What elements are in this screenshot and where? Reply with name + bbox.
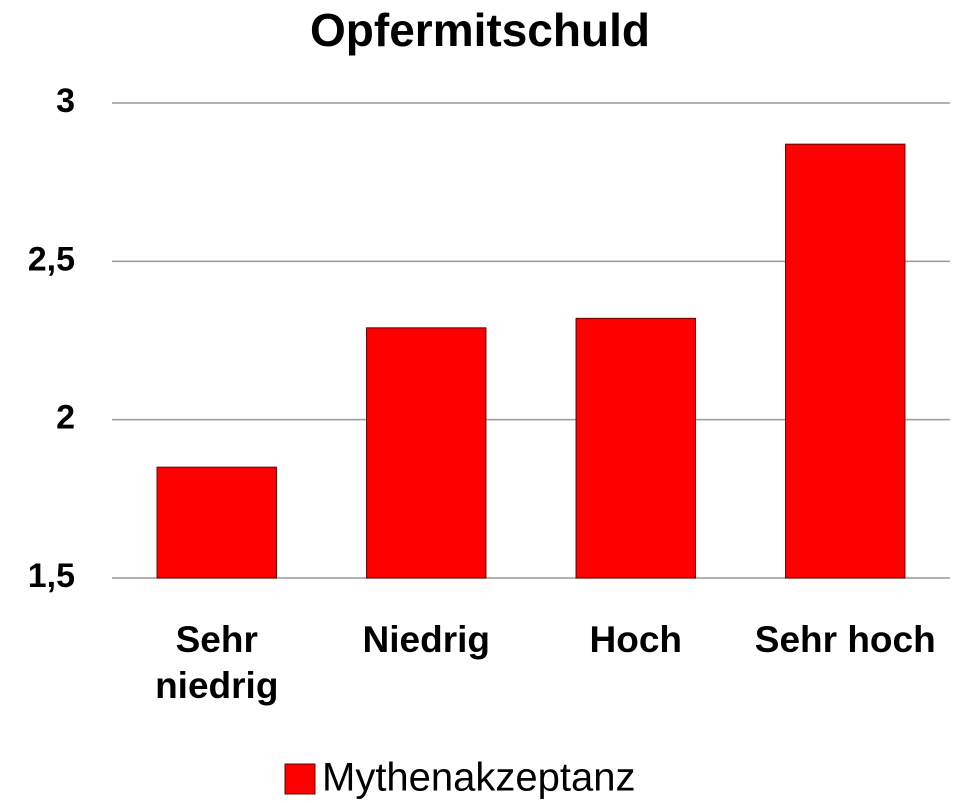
legend-swatch: [284, 763, 316, 795]
y-tick-label: 2,5: [28, 240, 75, 278]
legend-label: Mythenakzeptanz: [322, 756, 636, 800]
bar: [156, 466, 277, 579]
y-tick-label: 2: [56, 399, 75, 437]
x-tick-label: Niedrig: [362, 619, 490, 660]
bar: [575, 317, 696, 579]
bar: [785, 143, 906, 579]
y-tick-label: 1,5: [28, 557, 75, 595]
x-tick-label: Sehr niedrig: [155, 619, 279, 706]
y-tick-label: 3: [56, 82, 75, 120]
chart-title: Opfermitschuld: [310, 4, 650, 56]
x-tick-label: Sehr hoch: [754, 619, 936, 660]
x-tick-label: Hoch: [589, 619, 683, 660]
bar: [366, 327, 487, 579]
